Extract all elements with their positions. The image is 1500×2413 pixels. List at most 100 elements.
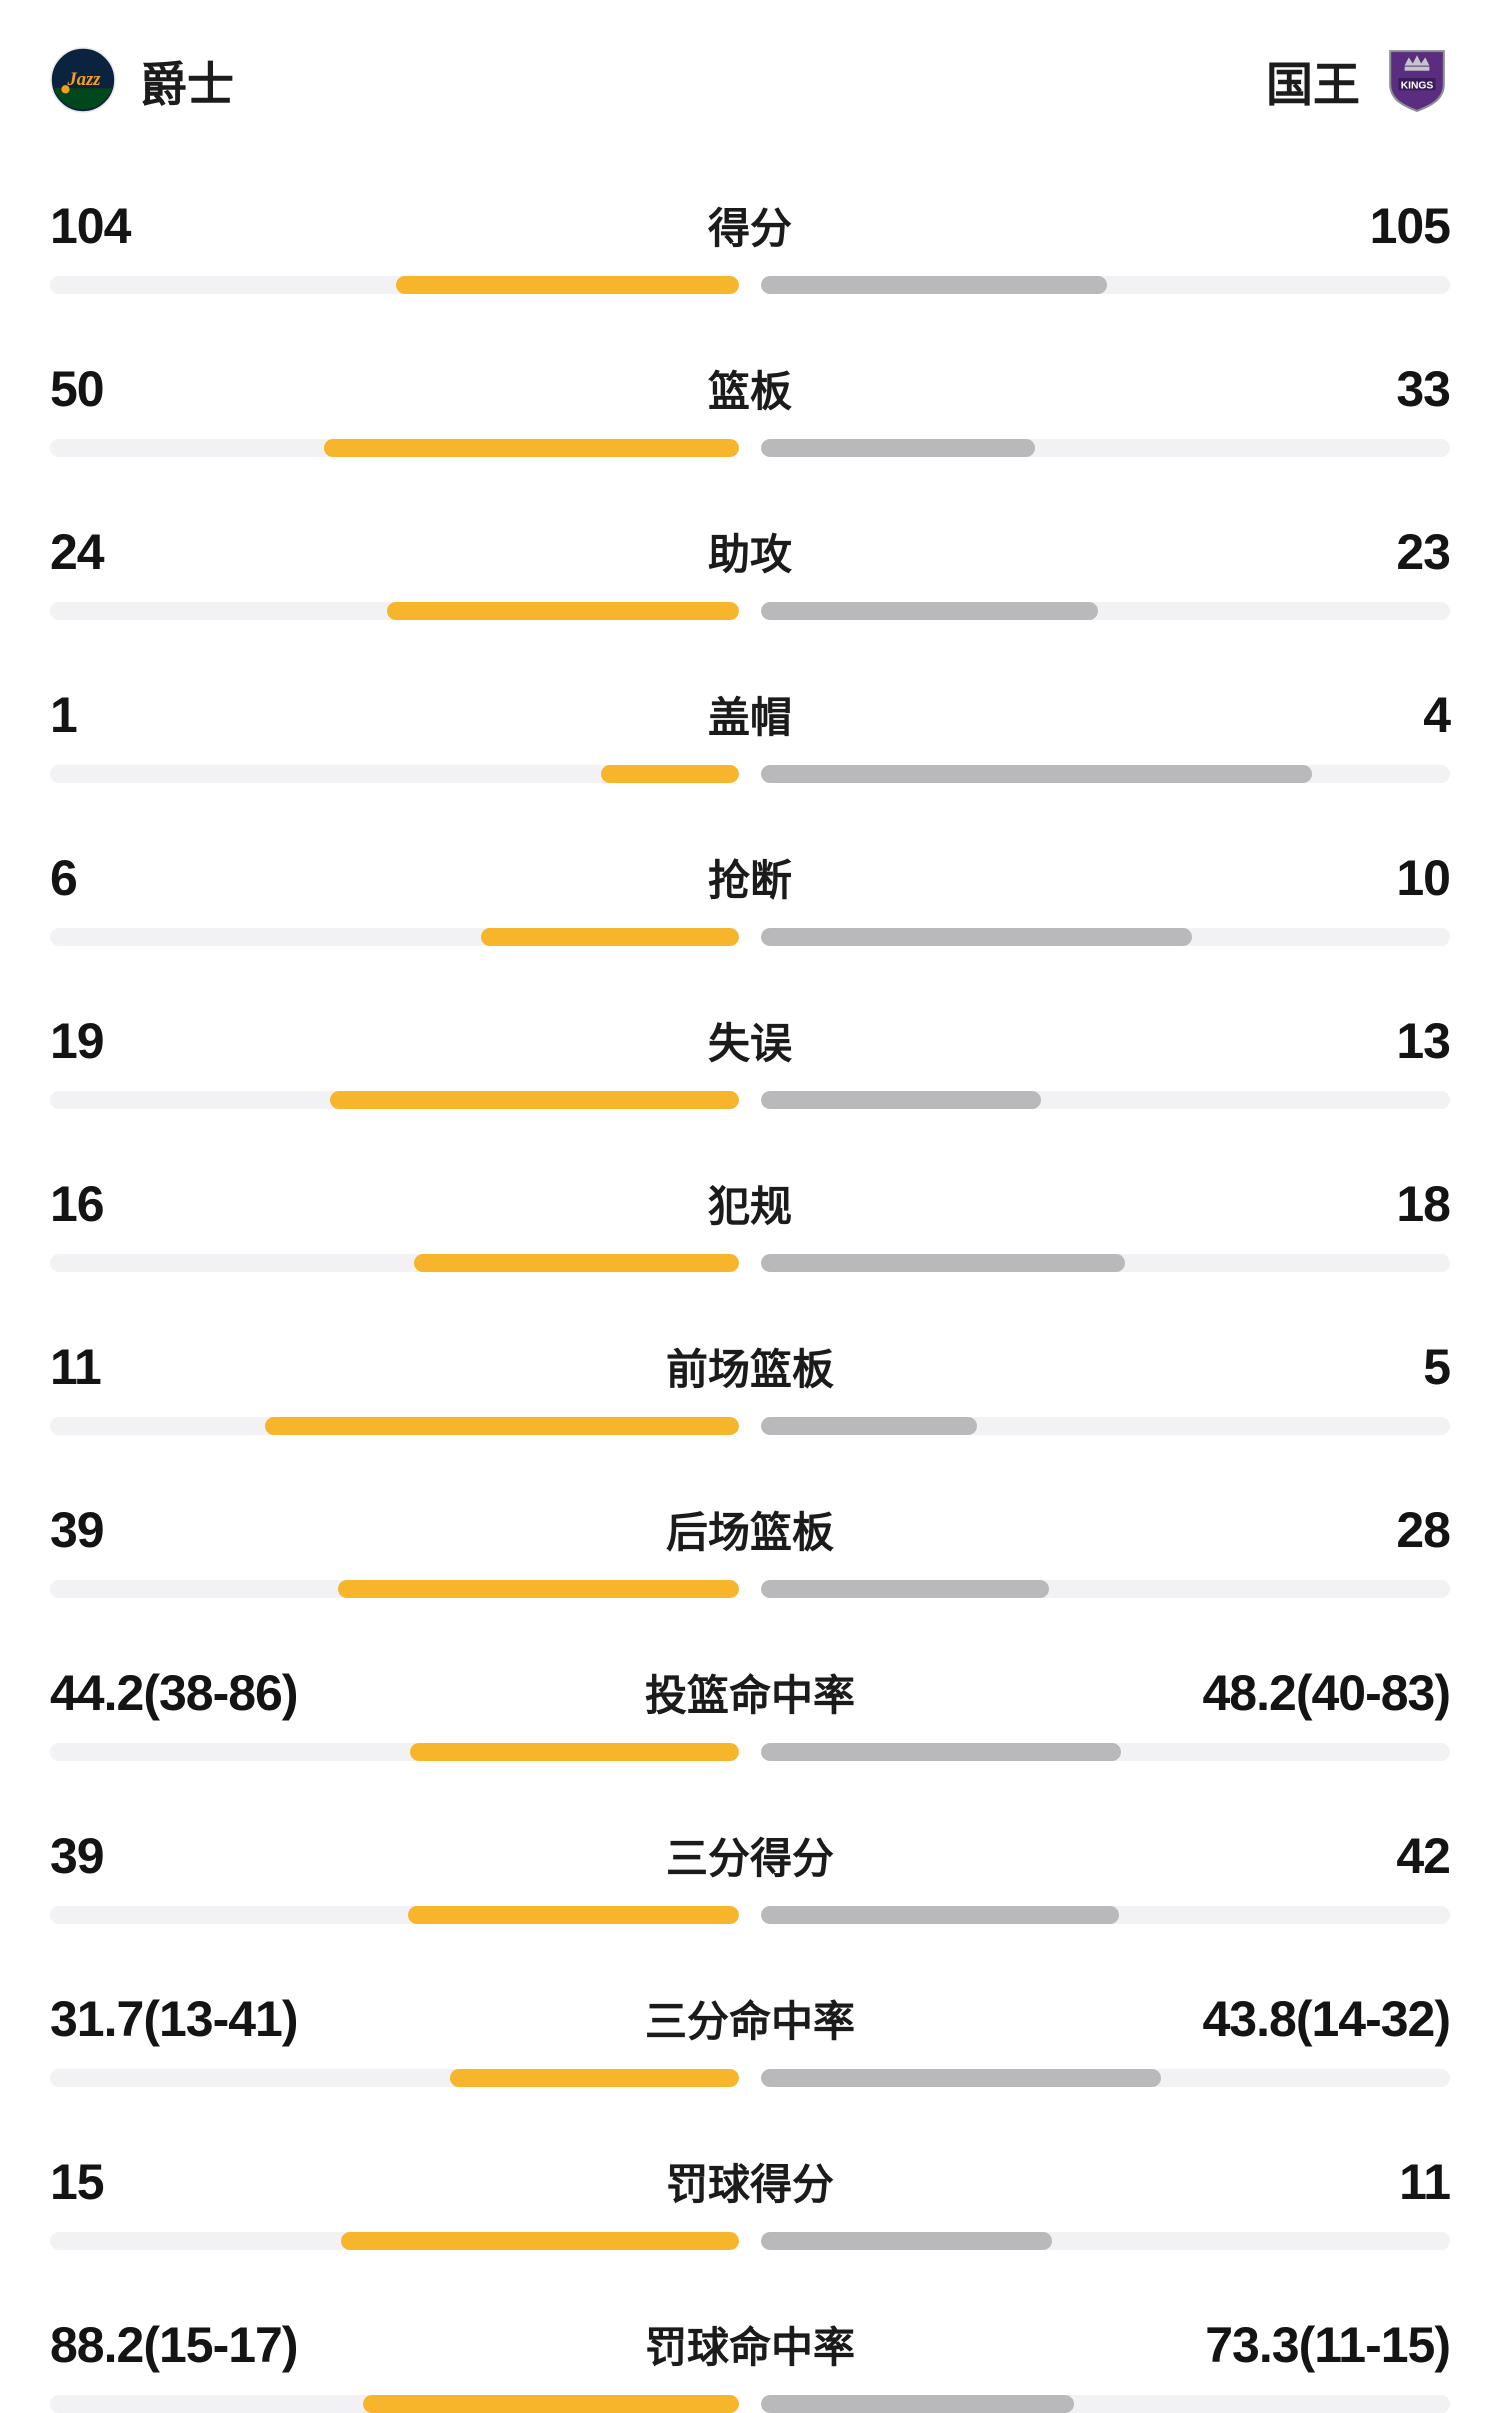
stat-row: 24 助攻 23 bbox=[50, 521, 1451, 620]
away-bar-track bbox=[761, 1091, 1450, 1109]
home-bar-fill bbox=[407, 1906, 739, 1924]
stat-label: 得分 bbox=[707, 205, 792, 252]
away-bar-fill bbox=[761, 1417, 977, 1435]
away-value: 13 bbox=[1396, 1013, 1451, 1069]
away-bar-fill bbox=[761, 765, 1313, 783]
stat-row: 39 后场篮板 28 bbox=[50, 1499, 1451, 1598]
svg-text:KINGS: KINGS bbox=[1401, 80, 1434, 91]
home-bar-track bbox=[50, 765, 739, 783]
home-bar-fill bbox=[329, 1091, 739, 1109]
stat-row: 15 罚球得分 11 bbox=[50, 2151, 1451, 2250]
home-team[interactable]: Jazz 爵士 bbox=[50, 46, 234, 115]
stat-values: 44.2(38-86) 投篮命中率 48.2(40-83) bbox=[50, 1662, 1452, 1723]
away-bar-fill bbox=[761, 2232, 1053, 2250]
header: Jazz 爵士 国王 KINGS bbox=[50, 45, 1450, 115]
stat-row: 1 盖帽 4 bbox=[50, 684, 1451, 783]
away-value: 5 bbox=[1423, 1339, 1451, 1395]
away-bar-track bbox=[761, 765, 1450, 783]
home-value: 15 bbox=[50, 2154, 105, 2210]
stat-values: 88.2(15-17) 罚球命中率 73.3(11-15) bbox=[50, 2314, 1451, 2375]
away-bar-fill bbox=[761, 2395, 1074, 2413]
away-bar-fill bbox=[761, 1743, 1121, 1761]
stat-label: 罚球得分 bbox=[665, 2161, 834, 2208]
home-bar-track bbox=[50, 439, 739, 457]
away-value: 48.2(40-83) bbox=[1202, 1665, 1452, 1721]
home-value: 6 bbox=[50, 850, 78, 906]
home-value: 104 bbox=[50, 198, 131, 254]
stat-label: 三分命中率 bbox=[644, 1998, 855, 2045]
home-bar-fill bbox=[362, 2395, 739, 2413]
stat-label: 抢断 bbox=[707, 857, 792, 904]
stat-bars bbox=[50, 602, 1450, 620]
away-bar-fill bbox=[761, 276, 1107, 294]
home-bar-fill bbox=[395, 276, 739, 294]
away-bar-track bbox=[761, 1743, 1450, 1761]
stat-values: 39 后场篮板 28 bbox=[50, 1499, 1451, 1560]
home-value: 44.2(38-86) bbox=[50, 1665, 298, 1721]
stat-row: 31.7(13-41) 三分命中率 43.8(14-32) bbox=[50, 1988, 1451, 2087]
stat-label: 犯规 bbox=[707, 1183, 792, 1230]
stat-label: 前场篮板 bbox=[665, 1346, 834, 1393]
svg-text:Jazz: Jazz bbox=[67, 69, 102, 90]
stat-label: 三分得分 bbox=[665, 1835, 834, 1882]
home-bar-track bbox=[50, 276, 739, 294]
stat-row: 11 前场篮板 5 bbox=[50, 1336, 1451, 1435]
away-team[interactable]: 国王 KINGS bbox=[1266, 46, 1450, 115]
stat-bars bbox=[50, 1091, 1450, 1109]
away-bar-track bbox=[761, 928, 1450, 946]
home-bar-track bbox=[50, 1417, 739, 1435]
home-value: 1 bbox=[50, 687, 78, 743]
stat-values: 31.7(13-41) 三分命中率 43.8(14-32) bbox=[50, 1988, 1451, 2049]
stat-bars bbox=[50, 1580, 1450, 1598]
home-bar-track bbox=[50, 602, 739, 620]
stat-values: 19 失误 13 bbox=[50, 1010, 1451, 1071]
stat-bars bbox=[50, 2395, 1450, 2413]
home-bar-track bbox=[50, 1580, 739, 1598]
stat-bars bbox=[50, 1906, 1450, 1924]
stat-values: 16 犯规 18 bbox=[50, 1173, 1451, 1234]
home-bar-fill bbox=[480, 928, 739, 946]
away-value: 18 bbox=[1396, 1176, 1451, 1232]
stats-list: 104 得分 105 50 篮板 33 bbox=[50, 195, 1452, 2413]
away-bar-fill bbox=[761, 1580, 1049, 1598]
away-bar-track bbox=[761, 2232, 1450, 2250]
away-value: 73.3(11-15) bbox=[1205, 2317, 1451, 2373]
home-bar-fill bbox=[601, 765, 739, 783]
away-bar-fill bbox=[761, 439, 1036, 457]
stat-bars bbox=[50, 1417, 1450, 1435]
away-bar-track bbox=[761, 1254, 1450, 1272]
stat-values: 104 得分 105 bbox=[50, 195, 1451, 256]
away-bar-fill bbox=[761, 602, 1098, 620]
stat-row: 19 失误 13 bbox=[50, 1010, 1451, 1109]
stat-bars bbox=[50, 439, 1450, 457]
home-bar-fill bbox=[264, 1417, 739, 1435]
away-bar-fill bbox=[761, 2069, 1161, 2087]
stat-label: 失误 bbox=[707, 1020, 792, 1067]
home-bar-track bbox=[50, 2395, 739, 2413]
home-bar-fill bbox=[409, 1743, 739, 1761]
stat-row: 39 三分得分 42 bbox=[50, 1825, 1451, 1924]
home-value: 31.7(13-41) bbox=[50, 1991, 298, 2047]
stat-row: 44.2(38-86) 投篮命中率 48.2(40-83) bbox=[50, 1662, 1452, 1761]
stat-label: 助攻 bbox=[707, 531, 792, 578]
home-bar-track bbox=[50, 2232, 739, 2250]
stat-bars bbox=[50, 276, 1450, 294]
away-bar-track bbox=[761, 1417, 1450, 1435]
home-bar-track bbox=[50, 1254, 739, 1272]
stat-values: 24 助攻 23 bbox=[50, 521, 1451, 582]
home-bar-track bbox=[50, 1743, 739, 1761]
stat-bars bbox=[50, 765, 1450, 783]
away-value: 28 bbox=[1396, 1502, 1451, 1558]
stat-label: 投篮命中率 bbox=[644, 1672, 855, 1719]
away-bar-track bbox=[761, 2069, 1450, 2087]
stat-row: 50 篮板 33 bbox=[50, 358, 1451, 457]
away-value: 23 bbox=[1396, 524, 1451, 580]
stat-values: 11 前场篮板 5 bbox=[50, 1336, 1451, 1397]
home-value: 39 bbox=[50, 1828, 105, 1884]
stat-label: 盖帽 bbox=[707, 694, 792, 741]
stat-label: 后场篮板 bbox=[665, 1509, 834, 1556]
home-bar-track bbox=[50, 928, 739, 946]
away-value: 33 bbox=[1396, 361, 1451, 417]
home-value: 88.2(15-17) bbox=[50, 2317, 298, 2373]
